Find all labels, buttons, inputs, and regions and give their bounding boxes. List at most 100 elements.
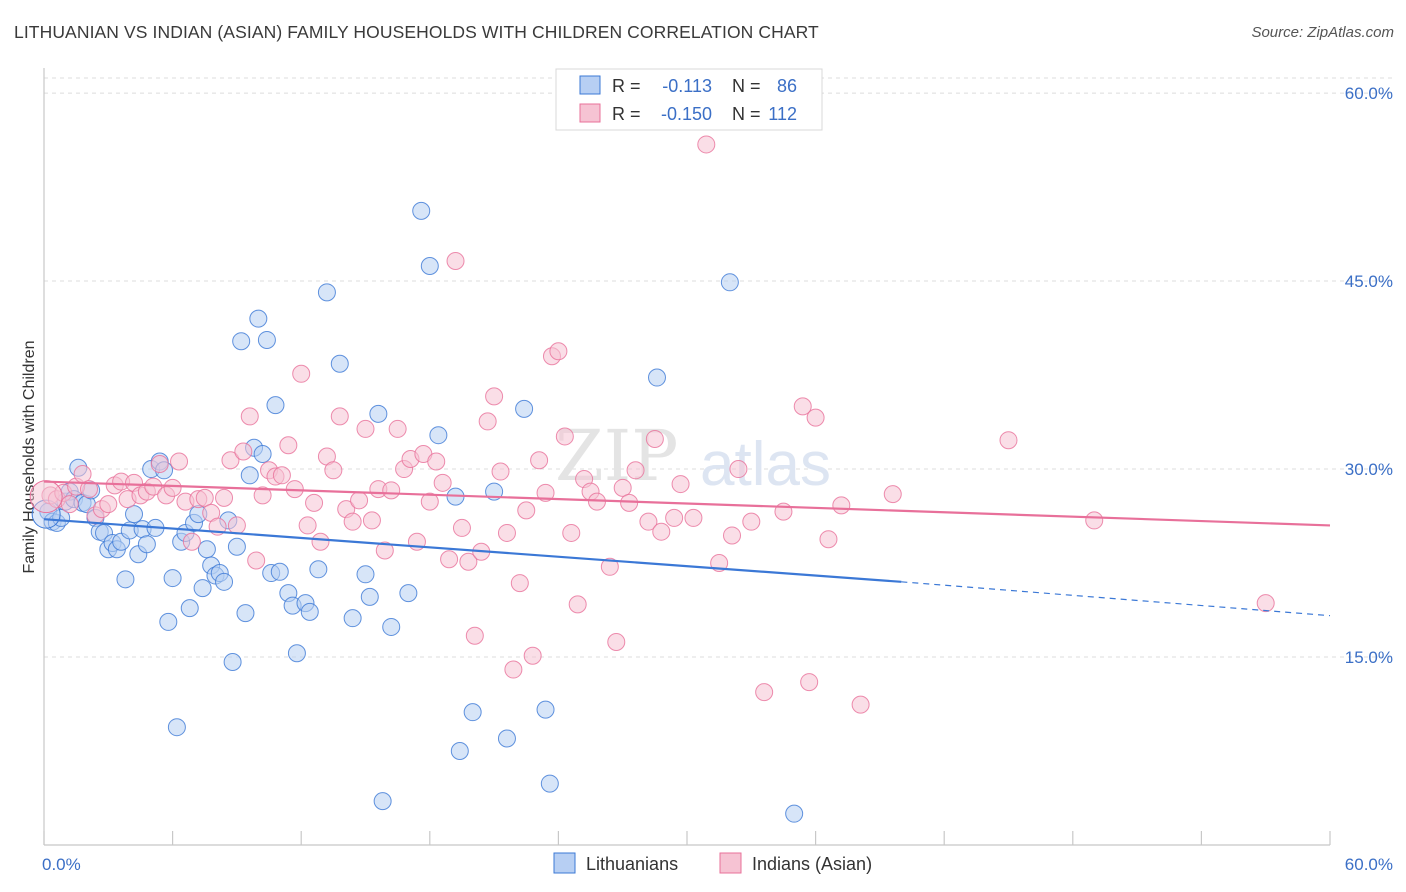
correlation-legend: R = -0.113 N = 86 R = -0.150 N = 112 xyxy=(555,68,823,131)
lithuanian-point xyxy=(309,560,328,579)
indian-point xyxy=(170,452,189,471)
indian-point xyxy=(517,501,536,520)
indian-point xyxy=(723,526,742,545)
lithuanian-point xyxy=(343,609,362,628)
indian-point xyxy=(742,512,761,531)
lithuanian-point xyxy=(236,604,255,623)
indian-point xyxy=(298,516,317,535)
indian-point xyxy=(806,408,825,427)
legend-n-label-1: N = xyxy=(732,76,761,96)
indian-point xyxy=(388,419,407,438)
lithuanian-point xyxy=(215,572,234,591)
indian-point xyxy=(562,523,581,542)
indian-point xyxy=(80,480,99,499)
lithuanian-point xyxy=(232,332,251,351)
legend-swatch-pink xyxy=(579,103,601,123)
lithuanian-point xyxy=(399,584,418,603)
x-tick-marks xyxy=(43,831,1331,845)
y-tick-label: 45.0% xyxy=(1345,272,1393,291)
indian-point xyxy=(600,557,619,576)
lithuanian-point xyxy=(223,653,242,672)
indian-point xyxy=(427,452,446,471)
indian-point xyxy=(150,455,169,474)
legend-n-value-2: 112 xyxy=(768,104,797,124)
indian-point xyxy=(755,683,774,702)
indian-point xyxy=(665,508,684,527)
lithuanian-point xyxy=(227,537,246,556)
legend-swatch-lithuanians xyxy=(553,852,576,874)
indian-point xyxy=(311,532,330,551)
y-tick-label: 15.0% xyxy=(1345,648,1393,667)
indian-point xyxy=(684,508,703,527)
legend-n-value-1: 86 xyxy=(777,76,797,96)
indian-point xyxy=(60,495,79,514)
lithuanian-point xyxy=(373,792,392,811)
y-tick-labels: 15.0% 30.0% 45.0% 60.0% xyxy=(1345,84,1393,667)
lithuanian-trend-line xyxy=(43,518,902,583)
indian-point xyxy=(234,442,253,461)
indian-point xyxy=(620,493,639,512)
indian-point xyxy=(523,646,542,665)
lithuanian-point xyxy=(137,535,156,554)
indian-point xyxy=(793,397,812,416)
indian-point xyxy=(272,466,291,485)
lithuanian-point xyxy=(240,466,259,485)
indian-point xyxy=(221,451,240,470)
indian-point xyxy=(163,478,182,497)
indian-point xyxy=(491,462,510,481)
indian-point xyxy=(452,518,471,537)
indian-point xyxy=(697,135,716,154)
indian-point xyxy=(645,429,664,448)
indian-point xyxy=(652,522,671,541)
indian-point xyxy=(819,530,838,549)
indian-point xyxy=(639,512,658,531)
lithuanian-point xyxy=(450,742,469,761)
indian-point xyxy=(832,496,851,515)
indian-point xyxy=(420,492,439,511)
indian-point xyxy=(324,461,343,480)
lithuanian-point xyxy=(330,354,349,373)
lithuanian-point xyxy=(180,599,199,618)
legend-label-indians: Indians (Asian) xyxy=(752,854,872,874)
chart-title: LITHUANIAN VS INDIAN (ASIAN) FAMILY HOUS… xyxy=(14,22,819,42)
indian-point xyxy=(1085,511,1104,530)
indian-trend-line xyxy=(43,480,1331,527)
indian-point xyxy=(999,431,1018,450)
series-indians-points xyxy=(29,135,1275,714)
lithuanian-point xyxy=(429,426,448,445)
indian-point xyxy=(536,483,555,502)
lithuanian-point xyxy=(317,283,336,302)
indian-point xyxy=(343,512,362,531)
indian-point xyxy=(568,595,587,614)
lithuanian-point xyxy=(249,309,268,328)
indian-point xyxy=(292,364,311,383)
indian-point xyxy=(279,436,298,455)
lithuanian-point xyxy=(420,257,439,276)
indian-point xyxy=(607,632,626,651)
indian-point xyxy=(465,626,484,645)
source-label: Source: ZipAtlas.com xyxy=(1251,24,1394,41)
watermark-atlas: atlas xyxy=(700,430,831,499)
lithuanian-point xyxy=(270,562,289,581)
lithuanian-point xyxy=(356,565,375,584)
lithuanian-point xyxy=(360,587,379,606)
indian-point xyxy=(247,551,266,570)
y-axis-label: Family Households with Children xyxy=(21,341,38,574)
lithuanian-point xyxy=(497,729,516,748)
indian-point xyxy=(330,407,349,426)
indian-point xyxy=(240,407,259,426)
indian-point xyxy=(510,574,529,593)
lithuanian-point xyxy=(253,444,272,463)
indian-point xyxy=(362,511,381,530)
legend-r-label-1: R = xyxy=(612,76,641,96)
indian-point-cluster xyxy=(29,480,63,514)
lithuanian-point xyxy=(369,404,388,423)
lithuanian-point xyxy=(197,540,216,559)
indian-point xyxy=(375,541,394,560)
indian-point xyxy=(350,491,369,510)
x-tick-label-min: 0.0% xyxy=(42,855,81,874)
legend-r-value-2: -0.150 xyxy=(661,104,712,124)
indian-point xyxy=(99,495,118,514)
indian-point xyxy=(305,493,324,512)
